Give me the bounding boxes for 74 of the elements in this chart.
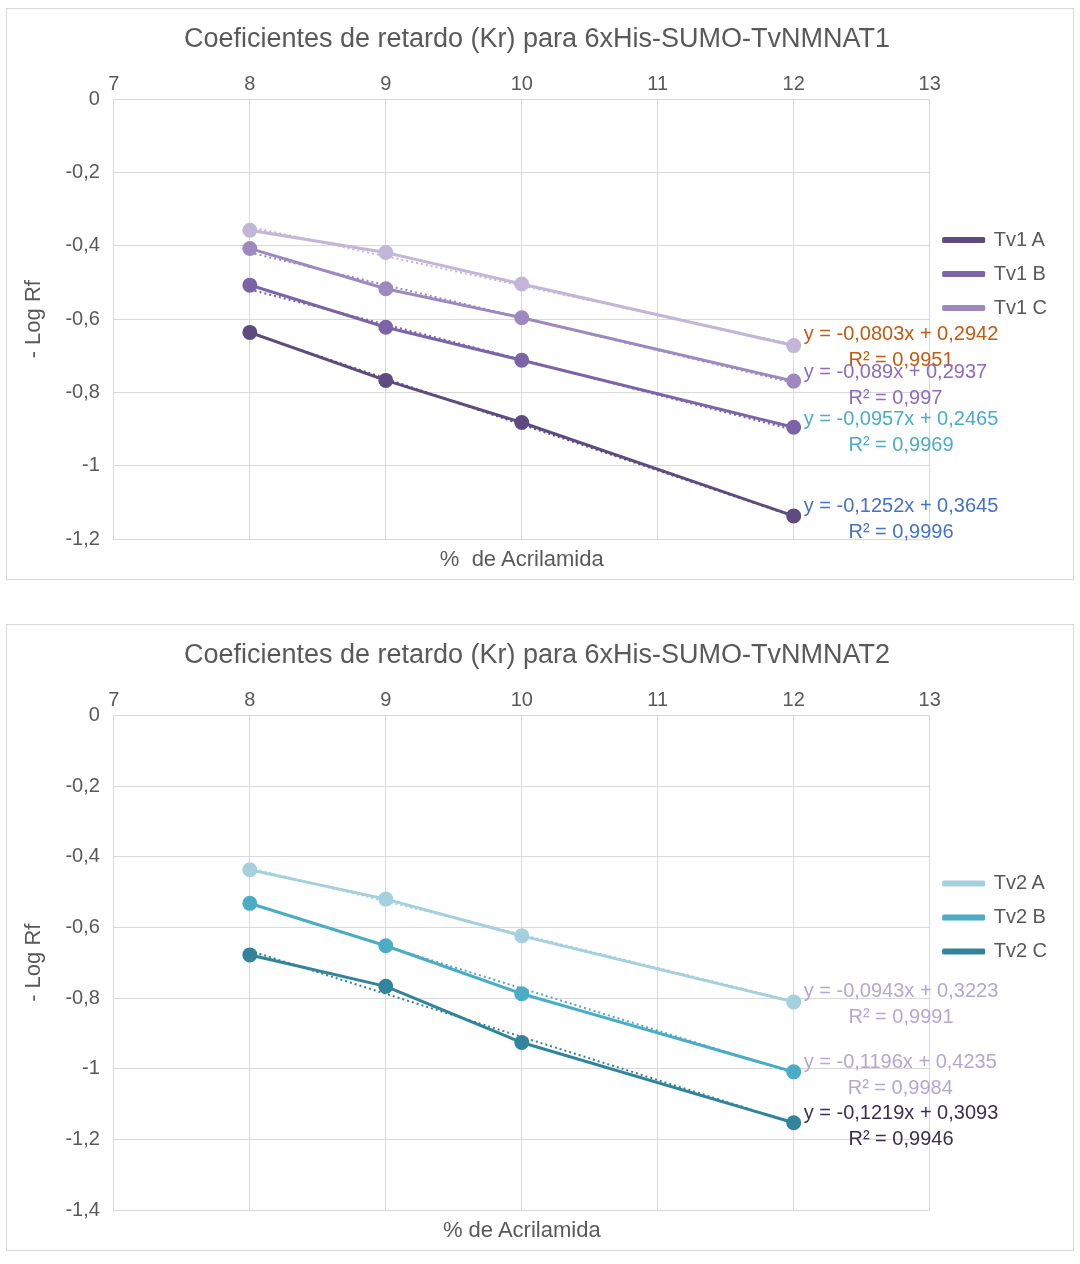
point: [786, 373, 802, 389]
point: [786, 1064, 802, 1080]
point: [378, 245, 394, 261]
annotation: y = -0,1219x + 0,3093 R² = 0,9946: [803, 1100, 999, 1149]
point: [514, 415, 530, 431]
point: [378, 891, 394, 907]
legend-label: Tv1 A: [993, 227, 1046, 250]
x-axis-title: % de Acrilamida: [442, 1217, 602, 1243]
x-tick-label: 12: [782, 71, 805, 94]
point: [378, 319, 394, 335]
y-tick-label: -0,6: [65, 914, 100, 937]
legend-label: Tv2 C: [993, 939, 1047, 962]
x-tick-label: 10: [510, 71, 533, 94]
point: [514, 276, 530, 292]
point: [514, 986, 530, 1002]
x-tick-label: 8: [244, 687, 256, 710]
point: [786, 338, 802, 354]
x-tick-label: 10: [510, 687, 533, 710]
x-tick-label: 9: [380, 71, 392, 94]
point: [786, 994, 802, 1010]
chart-title: Coeficientes de retardo (Kr) para 6xHis-SUMO-TvNMNAT2: [183, 638, 891, 669]
x-tick-label: 9: [380, 687, 392, 710]
x-tick-label: 8: [244, 71, 256, 94]
y-tick-label: -0,4: [65, 844, 100, 867]
point: [514, 310, 530, 326]
y-tick-label: -0,6: [65, 306, 100, 329]
x-tick-label: 7: [108, 71, 120, 94]
y-tick-label: -1,2: [65, 1126, 100, 1149]
point: [514, 928, 530, 944]
legend-label: Tv2 A: [993, 871, 1046, 894]
point: [786, 1115, 802, 1131]
point: [242, 324, 258, 340]
y-tick-label: 0: [88, 702, 100, 725]
legend-label: Tv2 B: [993, 905, 1046, 928]
point: [378, 281, 394, 297]
point: [242, 862, 258, 878]
point: [786, 419, 802, 435]
legend-label: Tv1 B: [993, 261, 1046, 284]
point: [242, 241, 258, 256]
x-tick-label: 13: [918, 687, 941, 710]
point: [514, 1035, 530, 1051]
y-axis-title: - Log Rf: [20, 279, 46, 359]
y-tick-label: -1,2: [65, 526, 100, 549]
y-tick-label: -1,4: [65, 1197, 100, 1220]
y-tick-label: -1: [82, 453, 100, 476]
x-tick-label: 13: [918, 71, 941, 94]
x-tick-label: 11: [647, 71, 669, 94]
y-tick-label: -0,8: [65, 985, 100, 1008]
annotation: y = -0,0943x + 0,3223 R² = 0,9991: [803, 978, 999, 1027]
point: [378, 372, 394, 388]
legend-label: Tv1 C: [993, 295, 1047, 318]
y-tick-label: -0,8: [65, 379, 100, 402]
point: [378, 978, 394, 994]
annotation: y = -0,1252x + 0,3645 R² = 0,9996: [803, 493, 999, 542]
y-tick-label: -0,2: [65, 160, 100, 183]
chart-title: Coeficientes de retardo (Kr) para 6xHis-SUMO-TvNMNAT1: [183, 22, 891, 53]
x-tick-label: 11: [647, 687, 669, 710]
y-tick-label: 0: [88, 86, 100, 109]
annotation: y = -0,0957x + 0,2465 R² = 0,9969: [803, 407, 999, 456]
point: [786, 508, 802, 524]
point: [378, 938, 394, 954]
annotation: y = -0,1196x + 0,4235 R² = 0,9984: [803, 1050, 997, 1099]
x-axis-title: % de Acrilamida: [439, 546, 605, 572]
y-axis-title: - Log Rf: [20, 922, 46, 1002]
point: [242, 222, 258, 238]
x-tick-label: 7: [108, 687, 120, 710]
y-tick-label: -0,4: [65, 233, 100, 256]
point: [242, 277, 258, 293]
point: [514, 352, 530, 368]
point: [242, 947, 258, 963]
x-tick-label: 12: [782, 687, 805, 710]
y-tick-label: -0,2: [65, 773, 100, 796]
y-tick-label: -1: [82, 1056, 100, 1079]
point: [242, 895, 258, 911]
